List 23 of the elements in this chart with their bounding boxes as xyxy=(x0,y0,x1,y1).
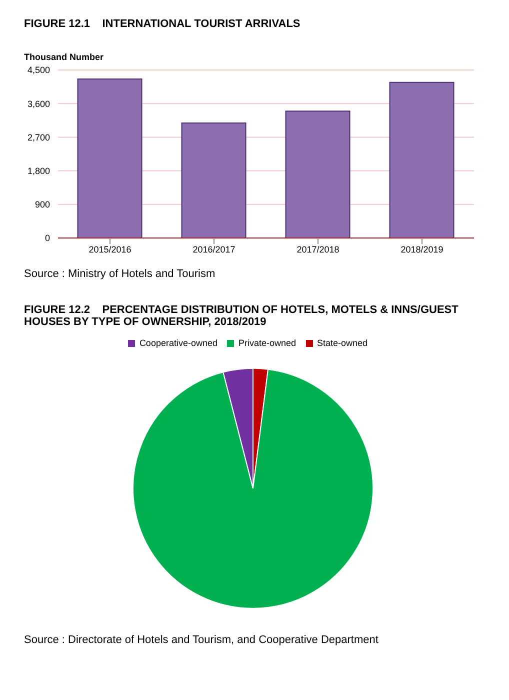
legend-label: State-owned xyxy=(317,338,368,348)
chart-title: FIGURE 12.1 INTERNATIONAL TOURIST ARRIVALS xyxy=(23,18,302,30)
bar xyxy=(389,82,454,238)
y-tick-label: 4,500 xyxy=(27,65,50,76)
source-note: Source : Directorate of Hotels and Tourism, and Cooperative Department xyxy=(23,634,380,646)
y-tick-label: 2,700 xyxy=(27,132,50,142)
bar xyxy=(181,122,246,238)
pie-slice xyxy=(132,368,374,609)
y-tick-label: 3,600 xyxy=(27,98,50,109)
y-tick-label: 0 xyxy=(44,233,50,244)
bar xyxy=(77,78,142,238)
x-tick-label: 2016/2017 xyxy=(192,244,236,254)
y-tick-label: 900 xyxy=(34,200,50,210)
bar xyxy=(285,110,350,238)
x-tick-label: 2018/2019 xyxy=(400,244,444,254)
legend-label: Private-owned xyxy=(238,338,296,348)
source-note: Source : Ministry of Hotels and Tourism xyxy=(23,268,216,280)
chart-title: FIGURE 12.2 PERCENTAGE DISTRIBUTION OF HOTELS, MOTELS & INNS/GUEST HOUSES BY TYPE OF OWNERSHIP, 2018/2019 xyxy=(23,304,460,328)
legend-label: Cooperative-owned xyxy=(139,338,218,348)
x-tick-label: 2017/2018 xyxy=(296,244,340,254)
x-tick-label: 2015/2016 xyxy=(88,244,132,254)
y-tick-label: 1,800 xyxy=(27,166,50,176)
y-axis-title: Thousand Number xyxy=(23,52,105,62)
